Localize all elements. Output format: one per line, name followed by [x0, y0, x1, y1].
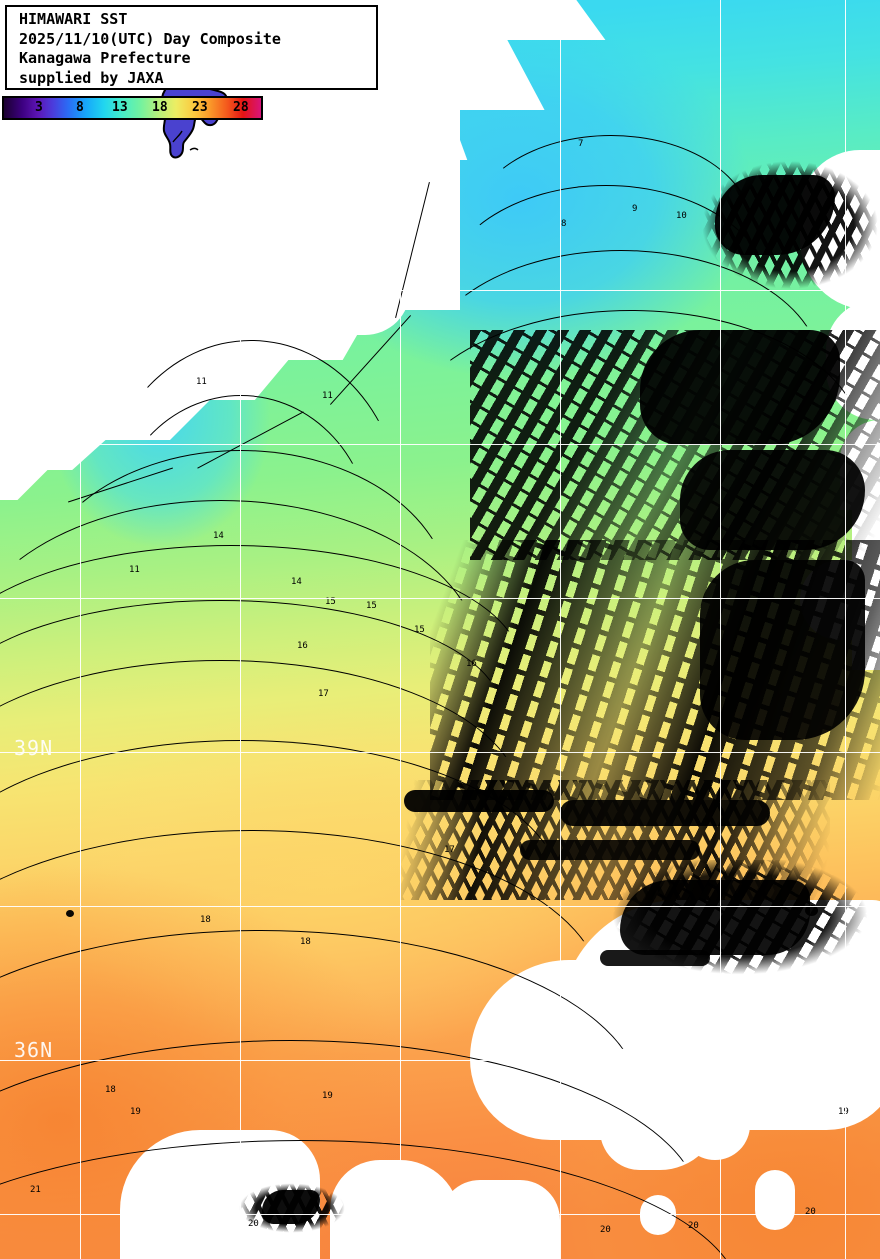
grid-line-horizontal	[0, 444, 880, 445]
contour-label-19c: 19	[838, 1107, 849, 1117]
contour-label-18: 18	[200, 915, 211, 925]
contour-label-19b: 19	[322, 1091, 333, 1101]
contour-label-20c: 20	[688, 1221, 699, 1231]
title-line-region: Kanagawa Prefecture	[19, 49, 191, 67]
title-line-product: HIMAWARI SST	[19, 10, 128, 28]
contour-label-11: 11	[196, 377, 207, 387]
cloudmask-kuroshio-core3	[520, 840, 700, 860]
contour-label-15: 15	[325, 597, 336, 607]
contour-label-18b: 18	[300, 937, 311, 947]
colorbar-gradient: 3 8 13 18 23 28	[4, 98, 261, 118]
contour-label-10: 10	[676, 211, 687, 221]
contour-label-14: 14	[291, 577, 302, 587]
contour-label-15b: 15	[366, 601, 377, 611]
cloudmask-east-core2	[680, 450, 865, 550]
colorbar-tick-28: 28	[233, 100, 249, 115]
contour-label-9: 9	[632, 204, 638, 214]
contour-label-17: 17	[318, 689, 329, 699]
grid-line-horizontal	[0, 906, 880, 907]
temperature-colorbar: 3 8 13 18 23 28	[2, 96, 263, 120]
contour-label-20: 20	[248, 1219, 259, 1229]
title-box: HIMAWARI SST 2025/11/10(UTC) Day Composi…	[5, 5, 378, 90]
contour-8	[440, 185, 772, 297]
grid-line-vertical	[80, 0, 81, 1259]
contour-label-20d: 20	[805, 1207, 816, 1217]
colorbar-tick-3: 3	[35, 100, 43, 115]
contour-15	[0, 600, 502, 712]
contour-9	[420, 250, 822, 372]
cloudmask-central-core	[700, 560, 865, 740]
contour-11-a	[100, 340, 402, 512]
grid-line-horizontal	[0, 598, 880, 599]
title-line-datetime: 2025/11/10(UTC) Day Composite	[19, 29, 281, 48]
cloudmask-se-bar	[600, 950, 710, 966]
grid-line-horizontal	[0, 1060, 880, 1061]
contour-label-16: 16	[297, 641, 308, 651]
colorbar-tick-18: 18	[152, 100, 168, 115]
contour-label-12: 11	[129, 565, 140, 575]
contour-label-11b: 11	[322, 391, 333, 401]
grid-line-horizontal	[0, 290, 880, 291]
cloudmask-east-lower-core	[620, 880, 810, 955]
contour-label-8: 8	[561, 219, 567, 229]
contour-13	[0, 500, 482, 662]
contour-label-13: 14	[213, 531, 224, 541]
colorbar-tick-23: 23	[192, 100, 208, 115]
contour-label-15c: 15	[414, 625, 425, 635]
contour-11-b	[110, 395, 372, 537]
latitude-label-39n: 39N	[14, 736, 54, 760]
contour-16	[0, 660, 522, 802]
cloudmask-kuroshio-core2	[560, 800, 770, 826]
latitude-label-36n: 36N	[14, 1038, 54, 1062]
contour-label-7: 7	[578, 139, 584, 149]
grid-line-vertical	[845, 0, 846, 1259]
title-line-source: supplied by JAXA	[19, 68, 164, 87]
grid-line-vertical	[720, 0, 721, 1259]
grid-line-vertical	[400, 0, 401, 1259]
nodata-south-inlet	[680, 1090, 750, 1160]
colorbar-tick-8: 8	[76, 100, 84, 115]
grid-line-horizontal	[0, 752, 880, 753]
contour-10	[400, 310, 862, 442]
contour-label-21: 21	[30, 1185, 41, 1195]
contour-label-18c: 18	[105, 1085, 116, 1095]
contour-label-20b: 20	[600, 1225, 611, 1235]
contour-17	[0, 740, 562, 892]
cloudmask-islet-1	[805, 905, 818, 916]
grid-line-vertical	[240, 0, 241, 1259]
grid-line-horizontal	[0, 1214, 880, 1215]
landmask-south-gap-b	[755, 1170, 795, 1230]
colorbar-tick-13: 13	[112, 100, 128, 115]
contour-14	[0, 545, 522, 667]
contour-label-19: 19	[130, 1107, 141, 1117]
contour-7	[470, 135, 752, 227]
grid-line-vertical	[560, 0, 561, 1259]
contour-label-17b: 17	[444, 845, 455, 855]
contour-12	[30, 450, 452, 602]
latitude-label-42n: 42N	[14, 426, 54, 450]
contour-label-16b: 16	[466, 659, 477, 669]
